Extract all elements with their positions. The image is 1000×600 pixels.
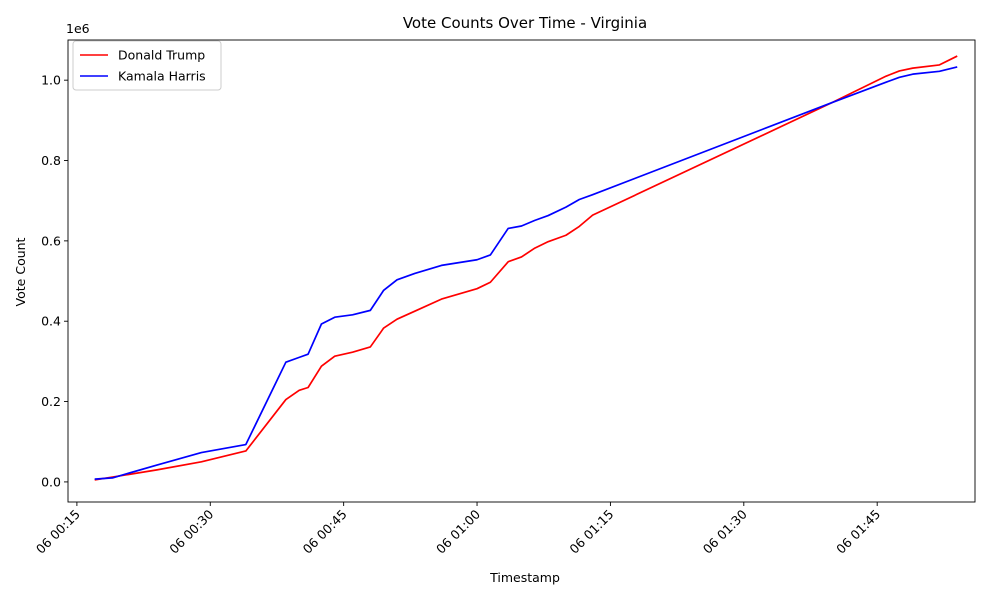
y-offset-label: 1e6 bbox=[66, 21, 90, 36]
legend: Donald Trump Kamala Harris bbox=[72, 40, 222, 91]
y-tick-label: 1.0 bbox=[41, 73, 61, 88]
y-axis-label: Vote Count bbox=[13, 237, 28, 306]
series-line-kamala-harris bbox=[94, 66, 958, 480]
y-tick-label: 0.2 bbox=[41, 394, 61, 409]
plot-area-frame bbox=[67, 39, 976, 503]
chart-title: Vote Counts Over Time - Virginia bbox=[403, 14, 647, 32]
y-tick-label: 0.8 bbox=[41, 153, 61, 168]
legend-box bbox=[72, 40, 222, 91]
legend-label-donald-trump: Donald Trump bbox=[118, 48, 205, 63]
x-axis-label: Timestamp bbox=[489, 570, 560, 585]
y-tick-label: 0.6 bbox=[41, 233, 61, 248]
y-tick-label: 0.4 bbox=[41, 314, 61, 329]
series-layer bbox=[94, 55, 958, 481]
y-tick-label: 0.0 bbox=[41, 474, 61, 489]
legend-label-kamala-harris: Kamala Harris bbox=[118, 69, 206, 84]
y-axis: 0.0 0.2 0.4 0.6 0.8 1.0 bbox=[41, 73, 68, 489]
